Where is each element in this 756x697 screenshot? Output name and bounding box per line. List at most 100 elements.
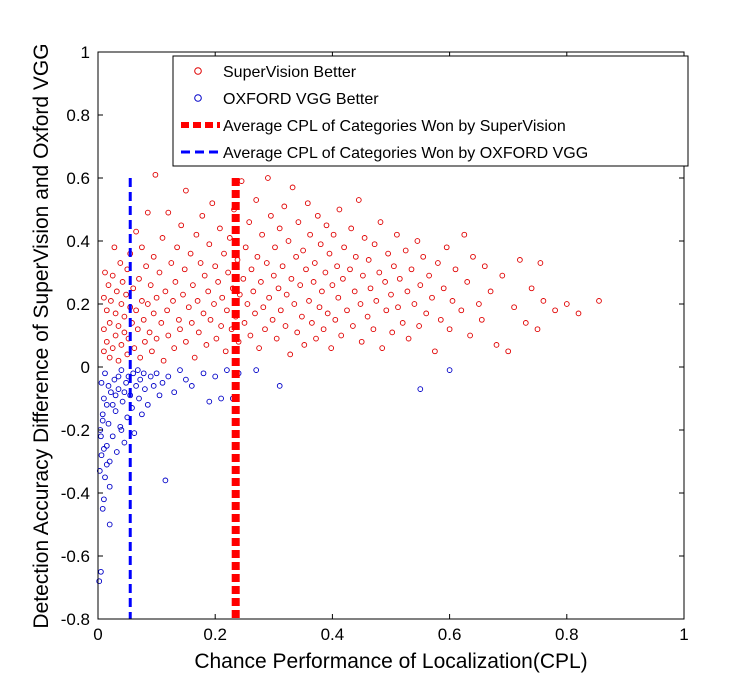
supervision-point bbox=[416, 323, 422, 329]
supervision-point bbox=[371, 241, 378, 248]
supervision-point bbox=[194, 298, 201, 304]
supervision-point bbox=[269, 316, 276, 323]
supervision-point bbox=[552, 307, 558, 314]
supervision-point bbox=[150, 310, 157, 317]
supervision-point bbox=[266, 294, 272, 301]
supervision-point bbox=[113, 288, 120, 295]
oxford-point bbox=[188, 383, 195, 389]
oxford-point bbox=[96, 578, 103, 585]
oxford-point bbox=[109, 401, 116, 408]
supervision-point bbox=[452, 266, 459, 273]
supervision-point bbox=[144, 301, 151, 307]
supervision-point bbox=[112, 332, 119, 339]
supervision-point bbox=[111, 244, 118, 251]
supervision-point bbox=[139, 244, 145, 251]
supervision-point bbox=[174, 244, 180, 251]
supervision-point bbox=[268, 212, 274, 219]
oxford-point bbox=[106, 521, 113, 528]
oxford-point bbox=[113, 449, 120, 455]
supervision-point bbox=[461, 231, 468, 238]
supervision-point bbox=[240, 275, 247, 282]
oxford-point bbox=[133, 383, 139, 389]
supervision-point bbox=[402, 247, 409, 254]
supervision-point bbox=[360, 272, 366, 279]
supervision-point bbox=[476, 301, 482, 307]
oxford-point bbox=[136, 395, 142, 402]
supervision-point bbox=[162, 288, 169, 295]
supervision-point bbox=[165, 209, 172, 216]
supervision-point bbox=[260, 304, 267, 311]
supervision-point bbox=[370, 326, 377, 333]
supervision-point bbox=[275, 285, 282, 292]
supervision-point bbox=[332, 316, 339, 323]
supervision-point bbox=[197, 260, 204, 266]
supervision-point bbox=[283, 291, 290, 298]
oxford-point bbox=[253, 367, 260, 373]
legend-label-oxford: OXFORD VGG Better bbox=[223, 91, 379, 108]
supervision-point bbox=[467, 332, 473, 339]
supervision-point bbox=[385, 250, 391, 257]
supervision-point bbox=[446, 326, 453, 333]
x-axis-title: Chance Performance of Localization(CPL) bbox=[194, 650, 587, 673]
oxford-point bbox=[446, 367, 453, 373]
supervision-point bbox=[458, 307, 465, 314]
supervision-point bbox=[103, 307, 110, 314]
oxford-point bbox=[103, 442, 110, 449]
supervision-point bbox=[183, 187, 189, 194]
x-tick-label: 0.4 bbox=[321, 625, 345, 644]
supervision-point bbox=[344, 307, 350, 314]
supervision-point bbox=[112, 310, 119, 317]
legend-label-supervision: SuperVision Better bbox=[223, 64, 357, 81]
supervision-point bbox=[411, 301, 418, 307]
y-tick-label: 0.4 bbox=[66, 232, 90, 251]
supervision-point bbox=[537, 260, 544, 266]
supervision-point bbox=[137, 354, 144, 361]
oxford-point bbox=[108, 389, 114, 396]
supervision-point bbox=[153, 294, 160, 301]
supervision-point bbox=[147, 282, 154, 288]
oxford-point bbox=[101, 395, 107, 402]
supervision-point bbox=[511, 304, 517, 311]
oxford-point bbox=[106, 483, 113, 490]
supervision-point bbox=[256, 345, 262, 351]
supervision-point bbox=[432, 348, 438, 355]
x-axis-ticks: 0 0.2 0.4 0.6 0.8 1 bbox=[93, 52, 689, 644]
y-tick-label: 0.8 bbox=[66, 106, 90, 125]
legend-marker-oxford bbox=[194, 94, 202, 102]
supervision-point bbox=[131, 345, 138, 351]
oxford-point bbox=[218, 395, 224, 402]
supervision-point bbox=[317, 241, 324, 248]
supervision-point bbox=[109, 272, 116, 279]
oxford-point bbox=[106, 458, 113, 465]
oxford-point bbox=[102, 370, 108, 377]
supervision-point bbox=[277, 307, 284, 314]
supervision-point bbox=[247, 332, 254, 339]
supervision-point bbox=[168, 260, 175, 266]
supervision-point bbox=[170, 298, 176, 304]
supervision-point bbox=[177, 326, 183, 333]
supervision-point bbox=[108, 298, 114, 304]
supervision-point bbox=[195, 329, 202, 336]
supervision-point bbox=[340, 275, 346, 282]
supervision-point bbox=[139, 298, 145, 304]
supervision-point bbox=[282, 323, 289, 329]
supervision-point bbox=[149, 348, 155, 355]
supervision-point bbox=[265, 175, 271, 181]
y-tick-label: 0.6 bbox=[66, 169, 90, 188]
oxford-point bbox=[112, 392, 119, 399]
supervision-point bbox=[365, 257, 372, 263]
supervision-point bbox=[330, 231, 337, 238]
supervision-point bbox=[313, 335, 319, 342]
supervision-point bbox=[323, 222, 330, 229]
oxford-point bbox=[121, 389, 128, 396]
supervision-point bbox=[319, 288, 325, 295]
supervision-point bbox=[388, 291, 394, 298]
supervision-point bbox=[209, 200, 216, 207]
supervision-point bbox=[224, 307, 230, 314]
supervision-point bbox=[437, 316, 444, 323]
supervision-point bbox=[522, 320, 529, 326]
supervision-point bbox=[517, 257, 523, 263]
supervision-point bbox=[200, 310, 207, 317]
supervision-point bbox=[119, 279, 126, 285]
